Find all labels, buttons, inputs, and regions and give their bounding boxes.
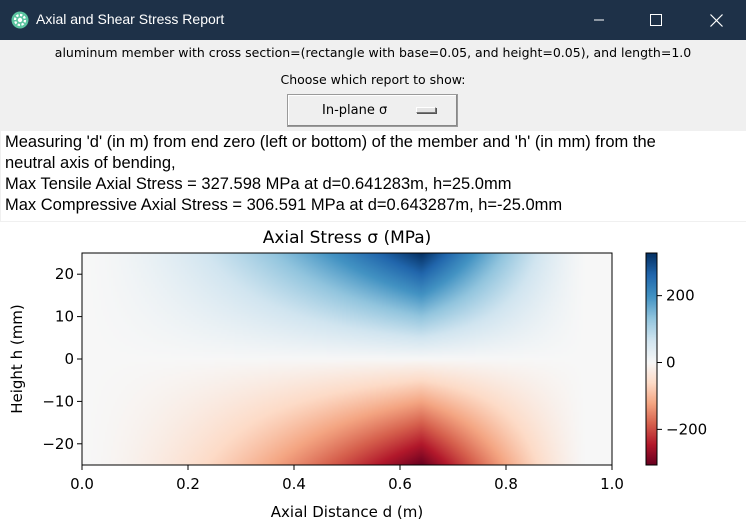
maximize-icon (650, 14, 662, 26)
chart-title: Axial Stress σ (MPa) (263, 228, 432, 248)
heatmap-image (82, 253, 612, 465)
member-description: aluminum member with cross section=(rect… (54, 45, 692, 60)
y-tick-label: −10 (42, 392, 74, 410)
x-axis-label: Axial Distance d (m) (271, 503, 423, 521)
close-icon (709, 13, 723, 27)
x-tick-label: 0.0 (70, 475, 94, 493)
report-line: Max Tensile Axial Stress = 327.598 MPa a… (5, 175, 512, 193)
y-tick-label: 10 (55, 308, 74, 326)
colorbar-tick-label: −200 (666, 420, 707, 438)
report-line: Measuring 'd' (in m) from end zero (left… (5, 133, 656, 151)
x-tick-label: 0.8 (494, 475, 518, 493)
report-line: neutral axis of bending, (5, 154, 176, 172)
gear-icon (11, 11, 29, 29)
y-axis: 20 10 0 −10 −20 (42, 265, 82, 453)
x-tick-label: 0.4 (282, 475, 306, 493)
minimize-button[interactable] (571, 0, 627, 40)
colorbar-gradient (646, 253, 657, 465)
y-tick-label: −20 (42, 435, 74, 453)
colorbar-tick-label: 0 (666, 354, 676, 372)
maximize-button[interactable] (628, 0, 684, 40)
report-prompt: Choose which report to show: (280, 72, 466, 87)
report-select-value: In-plane σ (322, 103, 388, 118)
stress-plot: Axial Stress σ (MPa) 0.0 0.2 0.4 0.6 0.8 1.0 … (0, 222, 746, 523)
option-menu-indicator-icon (416, 107, 436, 113)
colorbar-tick-label: 200 (666, 287, 695, 305)
report-line: Max Compressive Axial Stress = 306.591 M… (5, 196, 563, 214)
report-text: Measuring 'd' (in m) from end zero (left… (1, 131, 746, 221)
close-button[interactable] (688, 0, 744, 40)
y-axis-label: Height h (mm) (8, 304, 26, 414)
x-tick-label: 0.2 (176, 475, 200, 493)
title-bar: Axial and Shear Stress Report (0, 0, 746, 40)
colorbar-frame (645, 252, 658, 466)
minimize-icon (594, 19, 604, 21)
x-tick-label: 1.0 (600, 475, 624, 493)
window-title: Axial and Shear Stress Report (36, 11, 225, 27)
y-tick-label: 0 (64, 350, 74, 368)
stress-heatmap-chart: Axial Stress σ (MPa) 0.0 0.2 0.4 0.6 0.8 1.0 … (8, 228, 707, 521)
colorbar-axis: 200 0 −200 (657, 287, 707, 438)
report-select[interactable]: In-plane σ (287, 94, 458, 127)
x-tick-label: 0.6 (388, 475, 412, 493)
y-tick-label: 20 (55, 265, 74, 283)
x-axis: 0.0 0.2 0.4 0.6 0.8 1.0 (70, 465, 624, 493)
